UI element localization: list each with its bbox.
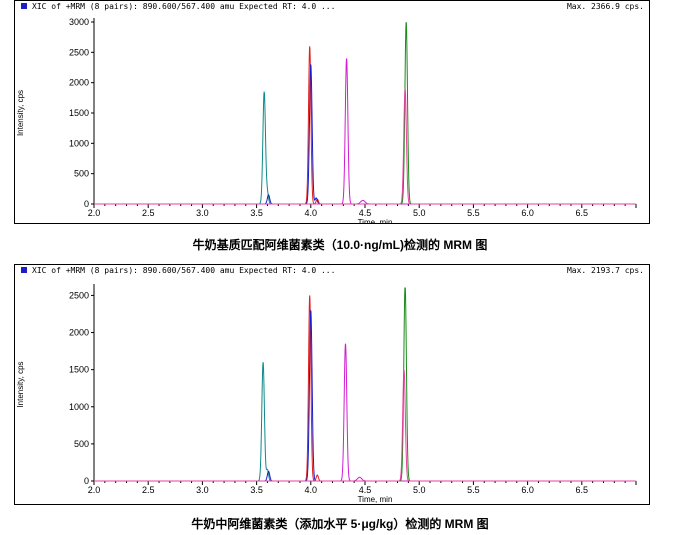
x-tick-label: 5.0: [413, 485, 426, 495]
series-trace-5: [94, 287, 636, 482]
x-tick-label: 5.0: [413, 208, 426, 218]
series-trace-4: [94, 343, 636, 482]
series-trace-1: [94, 362, 636, 482]
x-tick-label: 2.5: [142, 485, 155, 495]
x-tick-label: 6.0: [521, 485, 534, 495]
max-intensity-label: Max. 2366.9 cps.: [567, 2, 644, 11]
y-tick-label: 2500: [69, 290, 89, 300]
x-tick-label: 4.5: [359, 485, 372, 495]
x-tick-label: 6.5: [576, 485, 589, 495]
y-tick-label: 1000: [69, 402, 89, 412]
x-tick-label: 2.0: [88, 208, 101, 218]
series-trace-1: [94, 91, 636, 205]
y-tick-label: 500: [74, 169, 89, 179]
x-tick-label: 3.0: [196, 208, 209, 218]
x-tick-label: 5.5: [467, 208, 480, 218]
series-trace-2: [94, 295, 636, 482]
panel-frame: [14, 0, 650, 224]
x-tick-label: 5.5: [467, 485, 480, 495]
x-tick-label: 3.5: [250, 485, 263, 495]
series-trace-3: [94, 310, 636, 482]
y-tick-label: 0: [84, 199, 89, 209]
y-tick-label: 2500: [69, 47, 89, 57]
legend-square-icon: [21, 3, 27, 9]
y-tick-label: 500: [74, 439, 89, 449]
y-tick-label: 1500: [69, 108, 89, 118]
x-tick-label: 4.0: [305, 485, 318, 495]
x-tick-label: 4.0: [305, 208, 318, 218]
y-tick-label: 2000: [69, 78, 89, 88]
series-trace-3: [94, 64, 636, 205]
y-axis-label: Intensity, cps: [16, 90, 25, 136]
panel-frame: [14, 264, 650, 505]
chromatogram-panel-2: XIC of +MRM (8 pairs): 890.600/567.400 a…: [14, 264, 650, 505]
y-tick-label: 2000: [69, 328, 89, 338]
y-axis-label: Intensity, cps: [16, 361, 25, 407]
caption-2: 牛奶中阿维菌素类（添加水平 5·μg/kg）检测的 MRM 图: [191, 517, 489, 531]
x-tick-label: 3.0: [196, 485, 209, 495]
series-trace-2: [94, 46, 636, 205]
x-axis-label: Time, min: [358, 495, 393, 504]
x-tick-label: 2.0: [88, 485, 101, 495]
series-trace-4: [94, 58, 636, 205]
series-trace-6: [94, 369, 636, 482]
series-trace-6: [94, 88, 636, 205]
y-tick-label: 0: [84, 476, 89, 486]
x-tick-label: 6.0: [521, 208, 534, 218]
x-tick-label: 6.5: [576, 208, 589, 218]
legend-square-icon: [21, 267, 27, 273]
y-tick-label: 1000: [69, 138, 89, 148]
x-tick-label: 2.5: [142, 208, 155, 218]
chromatogram-chart-2: XIC of +MRM (8 pairs): 890.600/567.400 a…: [14, 264, 650, 505]
max-intensity-label: Max. 2193.7 cps.: [567, 266, 644, 275]
x-tick-label: 3.5: [250, 208, 263, 218]
chromatogram-chart-1: XIC of +MRM (8 pairs): 890.600/567.400 a…: [14, 0, 650, 224]
caption-1: 牛奶基质匹配阿维菌素类（10.0·ng/mL)检测的 MRM 图: [192, 238, 488, 252]
xic-header: XIC of +MRM (8 pairs): 890.600/567.400 a…: [32, 266, 335, 275]
chromatogram-panel-1: XIC of +MRM (8 pairs): 890.600/567.400 a…: [14, 0, 650, 224]
xic-header: XIC of +MRM (8 pairs): 890.600/567.400 a…: [32, 2, 335, 11]
x-tick-label: 4.5: [359, 208, 372, 218]
x-axis-label: Time, min: [358, 218, 393, 224]
y-tick-label: 1500: [69, 365, 89, 375]
y-tick-label: 3000: [69, 17, 89, 27]
series-trace-5: [94, 21, 636, 205]
